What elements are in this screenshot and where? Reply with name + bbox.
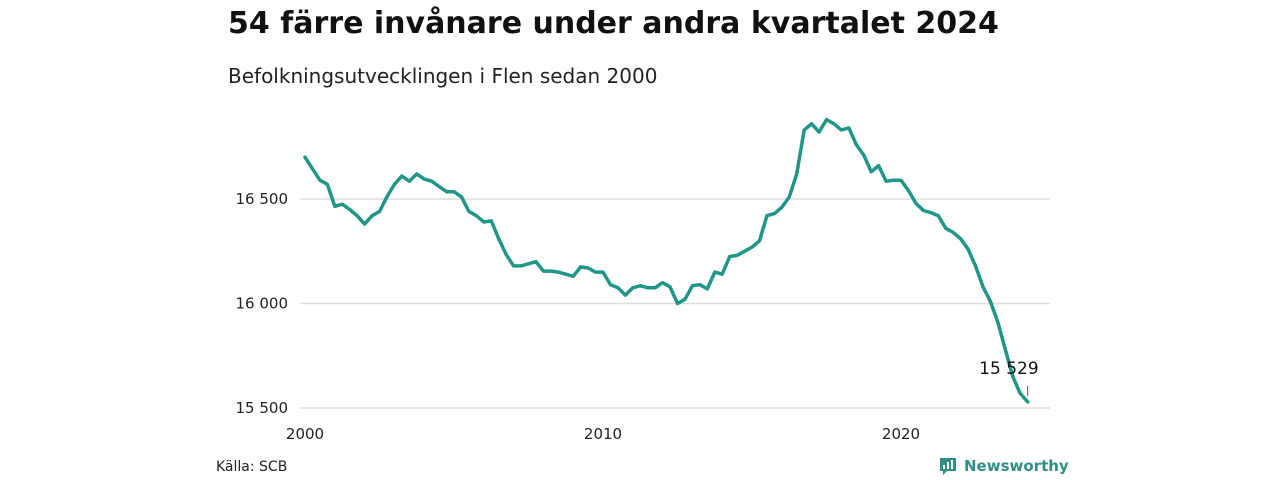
population-series-line bbox=[303, 117, 1030, 404]
source-label: Källa: SCB bbox=[216, 459, 288, 475]
y-axis-tick-labels: 15 500 16 000 16 500 bbox=[236, 190, 289, 417]
x-axis-tick-labels: 2000 2010 2020 bbox=[286, 425, 920, 443]
x-tick-label: 2010 bbox=[584, 425, 622, 443]
y-tick-label: 16 500 bbox=[236, 190, 289, 208]
chart-subtitle: Befolkningsutvecklingen i Flen sedan 200… bbox=[228, 64, 658, 88]
y-tick-label: 16 000 bbox=[236, 295, 289, 313]
newsworthy-chart-icon bbox=[940, 458, 956, 475]
grid-lines bbox=[300, 198, 1050, 409]
annotation-label: 15 529 bbox=[979, 359, 1038, 379]
x-tick-label: 2020 bbox=[882, 425, 920, 443]
chart-title: 54 färre invånare under andra kvartalet … bbox=[228, 6, 999, 41]
brand-name: Newsworthy bbox=[964, 457, 1069, 475]
y-tick-label: 15 500 bbox=[236, 399, 289, 417]
annotation: 15 529 bbox=[979, 359, 1039, 396]
brand-logo: Newsworthy bbox=[938, 456, 1069, 476]
x-tick-label: 2000 bbox=[286, 425, 324, 443]
